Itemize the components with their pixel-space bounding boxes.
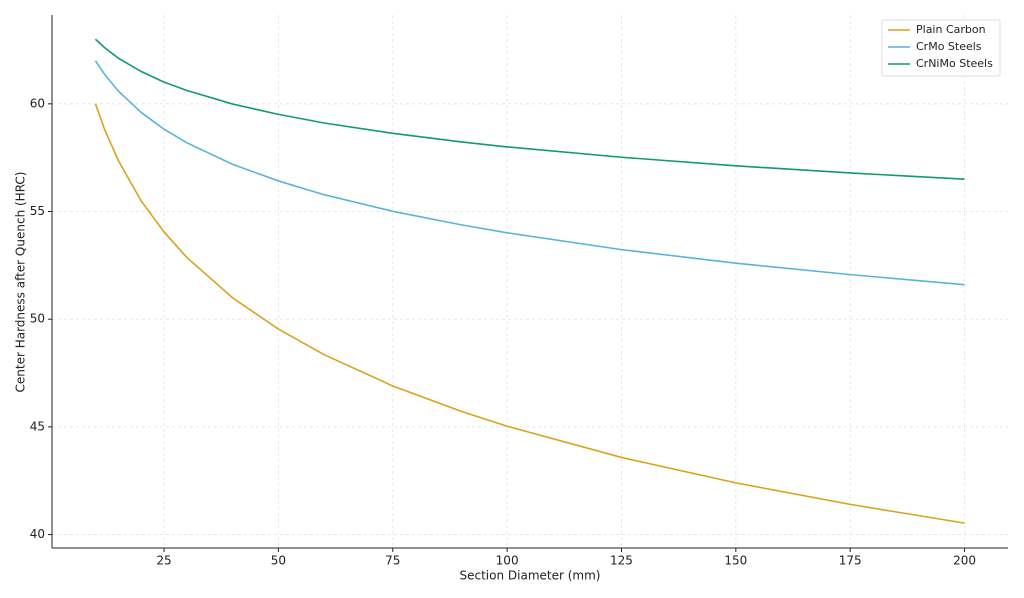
legend-box (881, 19, 1001, 77)
x-tick-label: 25 (156, 554, 171, 568)
x-tick-label: 75 (385, 554, 400, 568)
y-tick-label: 40 (30, 527, 45, 541)
x-tick-label: 125 (610, 554, 633, 568)
x-tick-label: 100 (496, 554, 519, 568)
legend: Plain Carbon CrMo Steels CrNiMo Steels (881, 19, 1001, 77)
y-tick-label: 50 (30, 312, 45, 326)
y-tick-label: 45 (30, 419, 45, 433)
x-tick-label: 50 (271, 554, 286, 568)
y-axis-label: Center Hardness after Quench (HRC) (14, 172, 28, 393)
legend-label: CrMo Steels (916, 40, 982, 53)
series-line (94, 60, 965, 286)
legend-label: Plain Carbon (916, 23, 986, 36)
legend-label: CrNiMo Steels (916, 57, 993, 70)
x-tick-label: 175 (839, 554, 862, 568)
y-tick-label: 55 (30, 204, 45, 218)
x-tick-label: 150 (724, 554, 747, 568)
series-line (94, 38, 965, 181)
x-tick-label: 200 (953, 554, 976, 568)
y-tick-label: 60 (30, 96, 45, 110)
x-axis-label: Section Diameter (mm) (460, 569, 601, 583)
series-line (94, 103, 965, 524)
